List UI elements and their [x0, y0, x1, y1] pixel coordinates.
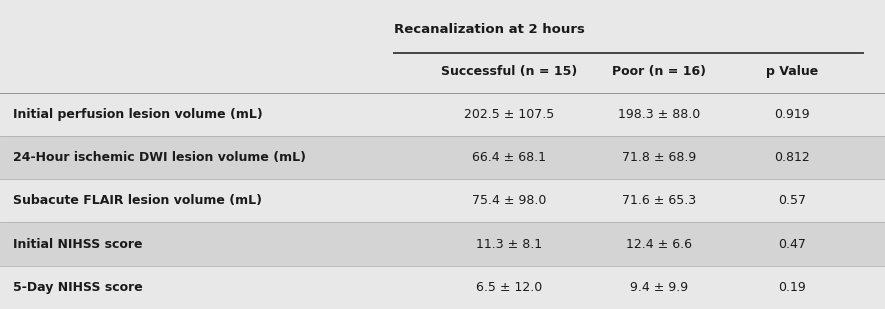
Text: 6.5 ± 12.0: 6.5 ± 12.0 [476, 281, 542, 294]
Text: 66.4 ± 68.1: 66.4 ± 68.1 [472, 151, 546, 164]
FancyBboxPatch shape [0, 222, 885, 266]
Text: Initial perfusion lesion volume (mL): Initial perfusion lesion volume (mL) [13, 108, 263, 121]
Text: 0.47: 0.47 [778, 238, 806, 251]
Text: 0.812: 0.812 [774, 151, 810, 164]
Text: 0.919: 0.919 [774, 108, 810, 121]
Text: Successful (n = 15): Successful (n = 15) [441, 65, 577, 78]
Text: 198.3 ± 88.0: 198.3 ± 88.0 [619, 108, 700, 121]
Text: 0.19: 0.19 [778, 281, 806, 294]
Text: 75.4 ± 98.0: 75.4 ± 98.0 [472, 194, 546, 207]
Text: Initial NIHSS score: Initial NIHSS score [13, 238, 142, 251]
Text: 24-Hour ischemic DWI lesion volume (mL): 24-Hour ischemic DWI lesion volume (mL) [13, 151, 306, 164]
Text: 71.8 ± 68.9: 71.8 ± 68.9 [622, 151, 696, 164]
FancyBboxPatch shape [0, 136, 885, 179]
Text: Subacute FLAIR lesion volume (mL): Subacute FLAIR lesion volume (mL) [13, 194, 262, 207]
Text: p Value: p Value [766, 65, 819, 78]
Text: Recanalization at 2 hours: Recanalization at 2 hours [394, 23, 585, 36]
Text: 11.3 ± 8.1: 11.3 ± 8.1 [476, 238, 542, 251]
Text: 5-Day NIHSS score: 5-Day NIHSS score [13, 281, 143, 294]
Text: 71.6 ± 65.3: 71.6 ± 65.3 [622, 194, 696, 207]
Text: Poor (n = 16): Poor (n = 16) [612, 65, 706, 78]
Text: 202.5 ± 107.5: 202.5 ± 107.5 [464, 108, 554, 121]
Text: 12.4 ± 6.6: 12.4 ± 6.6 [627, 238, 692, 251]
Text: 9.4 ± 9.9: 9.4 ± 9.9 [630, 281, 689, 294]
Text: 0.57: 0.57 [778, 194, 806, 207]
